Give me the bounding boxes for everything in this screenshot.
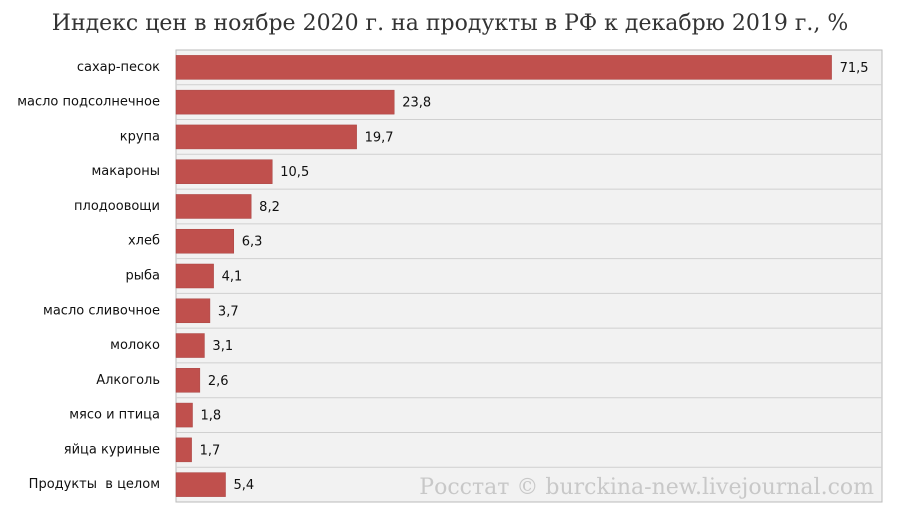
- data-label: 5,4: [234, 478, 255, 493]
- bar: [175, 124, 357, 150]
- y-tick-label: хлеб: [128, 234, 160, 249]
- bar: [175, 55, 832, 80]
- chart-title: Индекс цен в ноябре 2020 г. на продукты …: [52, 11, 848, 36]
- data-label: 10,5: [280, 165, 309, 180]
- y-tick-label: Продукты в целом: [29, 477, 160, 492]
- data-label: 1,7: [200, 443, 221, 458]
- data-label: 71,5: [840, 61, 869, 76]
- bar: [175, 368, 201, 393]
- y-tick-label: мясо и птица: [69, 408, 160, 423]
- data-label: 23,8: [402, 96, 431, 111]
- y-tick-label: плодоовощи: [74, 199, 160, 214]
- y-tick-label: Алкоголь: [96, 373, 160, 388]
- data-label: 4,1: [222, 270, 243, 285]
- y-tick-label: масло сливочное: [43, 303, 160, 318]
- y-tick-label: рыба: [126, 269, 161, 284]
- bar: [175, 159, 273, 184]
- y-tick-label: крупа: [120, 129, 160, 144]
- bar: [175, 402, 193, 428]
- watermark: Росстат © burckina-new.livejournal.com: [419, 475, 874, 500]
- bar: [175, 472, 226, 497]
- data-label: 3,1: [212, 339, 233, 354]
- y-tick-label: молоко: [110, 338, 160, 353]
- data-label: 6,3: [242, 235, 263, 250]
- data-label: 2,6: [208, 374, 229, 389]
- data-label: 1,8: [201, 409, 222, 424]
- bar: [175, 228, 235, 254]
- data-label: 8,2: [259, 200, 280, 215]
- y-tick-label: яйца куриные: [64, 442, 160, 457]
- y-tick-label: макароны: [91, 164, 160, 179]
- data-label: 19,7: [365, 130, 394, 145]
- bar: [175, 298, 211, 324]
- bar: [175, 437, 192, 463]
- bar: [175, 263, 214, 289]
- bar: [175, 194, 252, 219]
- plot-area: [175, 49, 883, 503]
- y-tick-label: масло подсолнечное: [17, 95, 160, 110]
- data-label: 3,7: [218, 304, 239, 319]
- y-tick-label: сахар-песок: [77, 60, 160, 75]
- bar: [175, 89, 395, 115]
- bar: [175, 333, 205, 358]
